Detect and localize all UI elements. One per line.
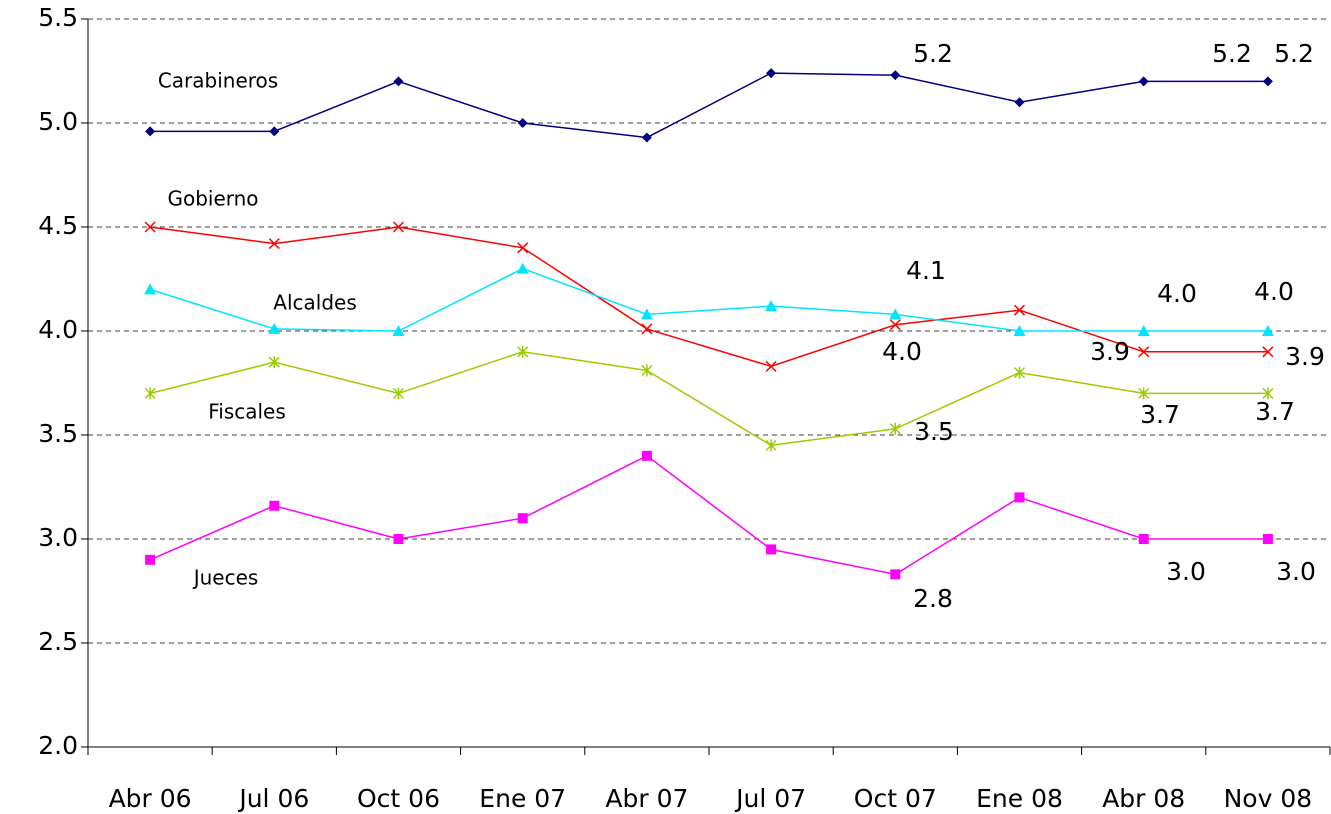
- marker: [145, 126, 156, 137]
- marker: [144, 387, 156, 400]
- marker: [517, 242, 529, 254]
- marker: [1262, 534, 1273, 544]
- marker: [641, 450, 652, 461]
- marker: [144, 283, 157, 295]
- y-tick-label: 2.5: [38, 627, 78, 656]
- data-label: 4.0: [1157, 279, 1197, 308]
- marker: [269, 126, 280, 137]
- x-tick-label: Oct 06: [357, 784, 440, 813]
- marker: [144, 221, 156, 233]
- marker: [517, 118, 528, 128]
- data-label: 4.0: [1254, 277, 1294, 306]
- series-line: [149, 267, 1268, 332]
- marker: [765, 360, 777, 372]
- marker: [269, 500, 280, 511]
- y-tick-label: 3.5: [38, 419, 78, 448]
- series-name: Carabineros: [158, 69, 278, 93]
- marker: [890, 70, 901, 81]
- data-label: 4.0: [882, 337, 922, 366]
- marker: [766, 68, 777, 79]
- marker: [516, 262, 529, 274]
- marker: [889, 319, 901, 331]
- data-label: 4.1: [906, 256, 946, 285]
- marker: [393, 76, 404, 87]
- marker: [392, 387, 405, 400]
- data-label: 3.7: [1140, 400, 1180, 429]
- series-line: [150, 72, 1268, 139]
- y-tick-label: 5.0: [38, 107, 78, 136]
- series-line: [149, 454, 1268, 576]
- series-name: Jueces: [192, 566, 259, 590]
- x-tick-label: Jul 07: [734, 784, 806, 813]
- marker: [765, 300, 778, 312]
- data-label: 2.8: [913, 584, 953, 613]
- x-tick-label: Abr 08: [1102, 784, 1185, 813]
- y-tick-label: 2.0: [38, 731, 78, 760]
- marker: [1138, 387, 1150, 400]
- x-tick-label: Jul 06: [237, 784, 309, 813]
- series-name: Gobierno: [167, 187, 258, 211]
- marker: [1138, 76, 1149, 87]
- marker: [1014, 492, 1025, 503]
- marker: [268, 238, 280, 250]
- marker: [640, 308, 653, 320]
- data-label: 3.5: [914, 417, 954, 446]
- data-label: 5.2: [1212, 39, 1252, 68]
- marker: [517, 345, 529, 358]
- marker: [765, 439, 777, 452]
- marker: [145, 554, 156, 565]
- marker: [393, 534, 404, 544]
- marker: [392, 325, 405, 336]
- marker: [1013, 304, 1026, 316]
- marker: [1261, 325, 1274, 336]
- marker: [1013, 366, 1026, 379]
- y-tick-label: 4.0: [38, 315, 78, 344]
- marker: [766, 544, 777, 555]
- y-tick-label: 3.0: [38, 523, 78, 552]
- marker: [890, 569, 901, 580]
- marker: [641, 364, 653, 377]
- y-tick-label: 5.5: [38, 3, 78, 32]
- marker: [517, 513, 528, 524]
- series-name: Fiscales: [208, 400, 286, 424]
- marker: [1138, 534, 1149, 544]
- x-tick-label: Abr 07: [605, 784, 688, 813]
- marker: [1013, 325, 1026, 336]
- marker: [1137, 325, 1150, 336]
- x-tick-label: Ene 08: [976, 784, 1063, 813]
- y-tick-label: 4.5: [38, 211, 78, 240]
- marker: [1262, 346, 1274, 358]
- data-label: 5.2: [1274, 39, 1314, 68]
- marker: [1262, 76, 1273, 87]
- x-tick-label: Nov 08: [1224, 784, 1313, 813]
- marker: [268, 356, 280, 369]
- x-tick-label: Oct 07: [854, 784, 937, 813]
- marker: [1138, 346, 1150, 358]
- marker: [268, 322, 281, 334]
- marker: [1262, 387, 1274, 400]
- x-tick-label: Ene 07: [479, 784, 566, 813]
- marker: [641, 323, 653, 335]
- marker: [392, 221, 405, 233]
- data-label: 3.9: [1090, 337, 1130, 366]
- series-name: Alcaldes: [273, 291, 356, 315]
- marker: [889, 422, 901, 435]
- marker: [1014, 97, 1025, 108]
- series-line: [149, 351, 1268, 447]
- data-label: 5.2: [913, 39, 953, 68]
- data-label: 3.0: [1276, 557, 1316, 586]
- marker: [641, 132, 652, 143]
- x-tick-label: Abr 06: [109, 784, 192, 813]
- marker: [889, 308, 902, 320]
- data-label: 3.0: [1166, 557, 1206, 586]
- data-label: 3.7: [1255, 397, 1295, 426]
- data-label: 3.9: [1285, 342, 1325, 371]
